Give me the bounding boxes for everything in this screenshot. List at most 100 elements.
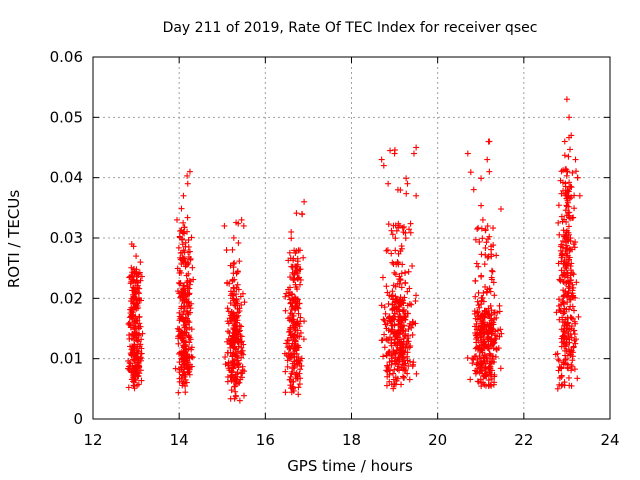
data-point (410, 150, 417, 157)
data-point (179, 316, 186, 323)
data-point (385, 221, 392, 228)
data-point (224, 305, 231, 312)
data-point (229, 246, 236, 253)
data-point (133, 253, 140, 260)
data-point (134, 317, 141, 324)
data-point (188, 353, 195, 360)
data-point (554, 385, 561, 392)
data-point (177, 334, 184, 341)
data-point (378, 156, 385, 163)
data-point (225, 365, 232, 372)
data-point (180, 339, 187, 346)
data-point (138, 336, 145, 343)
y-tick-label: 0.02 (50, 289, 83, 307)
data-point (232, 376, 239, 383)
data-point (182, 376, 189, 383)
data-point (283, 340, 290, 347)
data-point (378, 337, 385, 344)
data-point (406, 376, 413, 383)
y-tick-label: 0.01 (50, 350, 83, 368)
data-point (496, 302, 503, 309)
data-point (380, 353, 387, 360)
data-point (489, 268, 496, 275)
data-point (398, 381, 405, 388)
data-point (497, 206, 504, 213)
data-point (413, 192, 420, 199)
data-point (134, 365, 141, 372)
data-point (484, 156, 491, 163)
data-point (555, 202, 562, 209)
data-point (284, 337, 291, 344)
data-point (571, 205, 578, 212)
y-tick-label: 0.05 (50, 108, 83, 126)
data-point (413, 292, 420, 299)
data-point (238, 344, 245, 351)
data-point (180, 192, 187, 199)
data-point (131, 270, 138, 277)
data-point (235, 239, 242, 246)
grid-lines (93, 57, 610, 419)
data-point (566, 114, 573, 121)
data-point (393, 227, 400, 234)
data-point (129, 306, 136, 313)
data-point (178, 303, 185, 310)
data-point (488, 267, 495, 274)
data-point (131, 385, 138, 392)
data-point (136, 343, 143, 350)
data-point (183, 272, 190, 279)
data-point (182, 243, 189, 250)
data-point (126, 319, 133, 326)
data-point (129, 295, 136, 302)
data-point (392, 247, 399, 254)
data-point (175, 340, 182, 347)
data-point (224, 378, 231, 385)
data-point (186, 309, 193, 316)
data-point (128, 376, 135, 383)
data-point (464, 150, 471, 157)
data-point (491, 292, 498, 299)
data-point (478, 175, 485, 182)
data-point (184, 283, 191, 290)
x-tick-label: 14 (170, 431, 189, 449)
data-point (184, 180, 191, 187)
data-point (138, 377, 145, 384)
data-point (390, 370, 397, 377)
data-point (178, 269, 185, 276)
data-point (384, 247, 391, 254)
data-point (236, 397, 243, 404)
data-point (233, 327, 240, 334)
data-point (385, 180, 392, 187)
data-point (125, 384, 132, 391)
data-point (134, 357, 141, 364)
data-point (188, 344, 195, 351)
data-point (478, 251, 485, 258)
data-point (179, 236, 186, 243)
data-point (409, 331, 416, 338)
data-point (235, 286, 242, 293)
data-point (184, 214, 191, 221)
data-point (556, 231, 563, 238)
data-point (189, 354, 196, 361)
y-tick-label: 0.04 (50, 169, 83, 187)
data-point (186, 334, 193, 341)
data-point (236, 322, 243, 329)
data-point (183, 329, 190, 336)
data-point (179, 311, 186, 318)
data-point (295, 384, 302, 391)
data-point (241, 368, 248, 375)
data-point (226, 315, 233, 322)
data-point (234, 305, 241, 312)
data-point (186, 168, 193, 175)
data-point (300, 254, 307, 261)
data-point (380, 316, 387, 323)
data-point (135, 294, 142, 301)
data-point (224, 349, 231, 356)
data-point (135, 381, 142, 388)
data-point (481, 261, 488, 268)
data-point (134, 350, 141, 357)
data-point (288, 235, 295, 242)
data-point (126, 332, 133, 339)
data-point (232, 388, 239, 395)
data-point (180, 282, 187, 289)
data-point (227, 262, 234, 269)
